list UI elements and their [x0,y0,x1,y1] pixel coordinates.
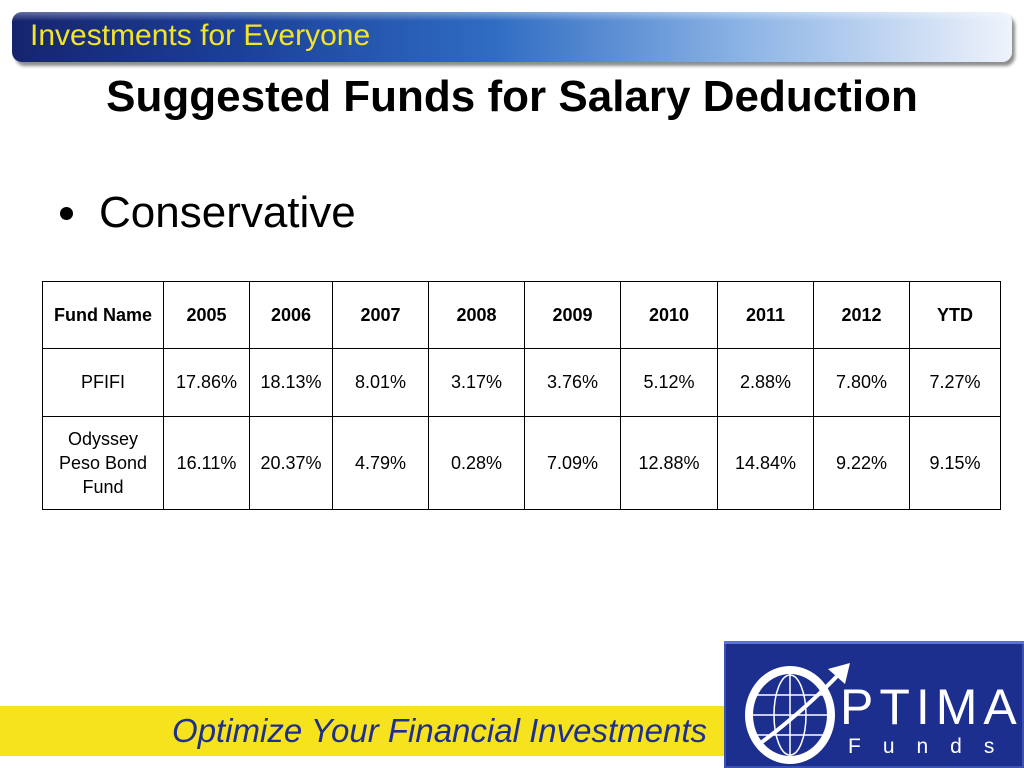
return-cell: 20.37% [249,416,333,510]
column-header: 2007 [332,281,429,349]
return-cell: 8.01% [332,348,429,417]
return-cell: 3.76% [524,348,621,417]
fund-name-line: Peso Bond [58,453,148,473]
header-banner: Investments for Everyone [12,12,1012,62]
fund-name-cell: Odyssey Peso Bond Fund [42,416,164,510]
return-cell: 9.15% [909,416,1001,510]
column-header: 2010 [620,281,718,349]
slide-title: Suggested Funds for Salary Deduction [106,72,918,121]
table-row: PFIFI 17.86% 18.13% 8.01% 3.17% 3.76% 5.… [42,348,1001,417]
return-cell: 7.80% [813,348,910,417]
column-header: 2012 [813,281,910,349]
column-header: 2005 [163,281,250,349]
return-cell: 4.79% [332,416,429,510]
column-header: Fund Name [42,281,164,349]
globe-arrow-icon [745,663,850,764]
column-header: 2008 [428,281,525,349]
return-cell: 17.86% [163,348,250,417]
logo-wordmark: PTIMA [840,679,1023,735]
table-row: Odyssey Peso Bond Fund 16.11% 20.37% 4.7… [42,416,1001,510]
return-cell: 0.28% [428,416,525,510]
return-cell: 3.17% [428,348,525,417]
return-cell: 16.11% [163,416,250,510]
bullet-text: Conservative [99,188,356,237]
footer-tagline: Optimize Your Financial Investments [172,712,707,749]
return-cell: 7.09% [524,416,621,510]
return-cell: 9.22% [813,416,910,510]
fund-performance-table: Fund Name 2005 2006 2007 2008 2009 2010 … [42,281,1001,510]
footer-bar: Optimize Your Financial Investments [0,706,735,756]
return-cell: 18.13% [249,348,333,417]
column-header: YTD [909,281,1001,349]
return-cell: 7.27% [909,348,1001,417]
return-cell: 2.88% [717,348,814,417]
column-header: 2006 [249,281,333,349]
return-cell: 14.84% [717,416,814,510]
bullet-item: Conservative [60,188,356,238]
column-header: 2011 [717,281,814,349]
banner-title: Investments for Everyone [30,19,371,52]
return-cell: 5.12% [620,348,718,417]
fund-name-line: Fund [82,477,124,497]
logo-subtitle: Funds [848,735,1017,758]
bullet-dot-icon [60,206,73,220]
return-cell: 12.88% [620,416,718,510]
column-header: 2009 [524,281,621,349]
optima-logo: PTIMA Funds [724,641,1024,768]
table-header-row: Fund Name 2005 2006 2007 2008 2009 2010 … [42,281,1001,349]
fund-name-cell: PFIFI [42,348,164,417]
fund-name-line: Odyssey [67,429,139,449]
